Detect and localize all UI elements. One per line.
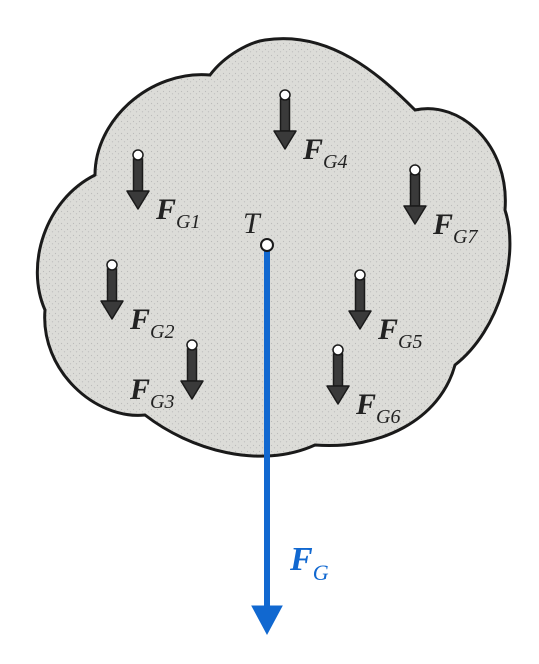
- force-label-sub: G3: [150, 391, 174, 413]
- force-label-sub: G2: [150, 321, 174, 343]
- force-label-fg7: FG7: [433, 210, 477, 245]
- body-blob: [37, 39, 510, 457]
- center-point: [261, 239, 273, 251]
- force-label-base: F: [130, 373, 150, 406]
- center-point-label: T: [243, 209, 260, 239]
- force-label-sub: G5: [398, 331, 422, 353]
- diagram-svg: [0, 0, 539, 664]
- force-label-base: F: [356, 388, 376, 421]
- force-label-base: F: [303, 133, 323, 166]
- force-label-base: F: [130, 303, 150, 336]
- force-label-sub: G6: [376, 406, 400, 428]
- force-label-fg3: FG3: [130, 375, 174, 410]
- resultant-label: FG: [290, 543, 329, 582]
- resultant-arrowhead: [252, 606, 282, 634]
- diagram-stage: FG1FG2FG3FG4FG5FG6FG7TFG: [0, 0, 539, 664]
- force-label-fg6: FG6: [356, 390, 400, 425]
- force-label-sub: G7: [453, 226, 477, 248]
- resultant-label-sub: G: [313, 560, 329, 585]
- force-label-base: F: [378, 313, 398, 346]
- force-label-fg4: FG4: [303, 135, 347, 170]
- resultant-label-base: F: [290, 541, 313, 578]
- force-label-fg2: FG2: [130, 305, 174, 340]
- force-label-base: F: [433, 208, 453, 241]
- force-label-sub: G1: [176, 211, 200, 233]
- force-label-fg5: FG5: [378, 315, 422, 350]
- force-label-fg1: FG1: [156, 195, 200, 230]
- force-label-sub: G4: [323, 151, 347, 173]
- force-label-base: F: [156, 193, 176, 226]
